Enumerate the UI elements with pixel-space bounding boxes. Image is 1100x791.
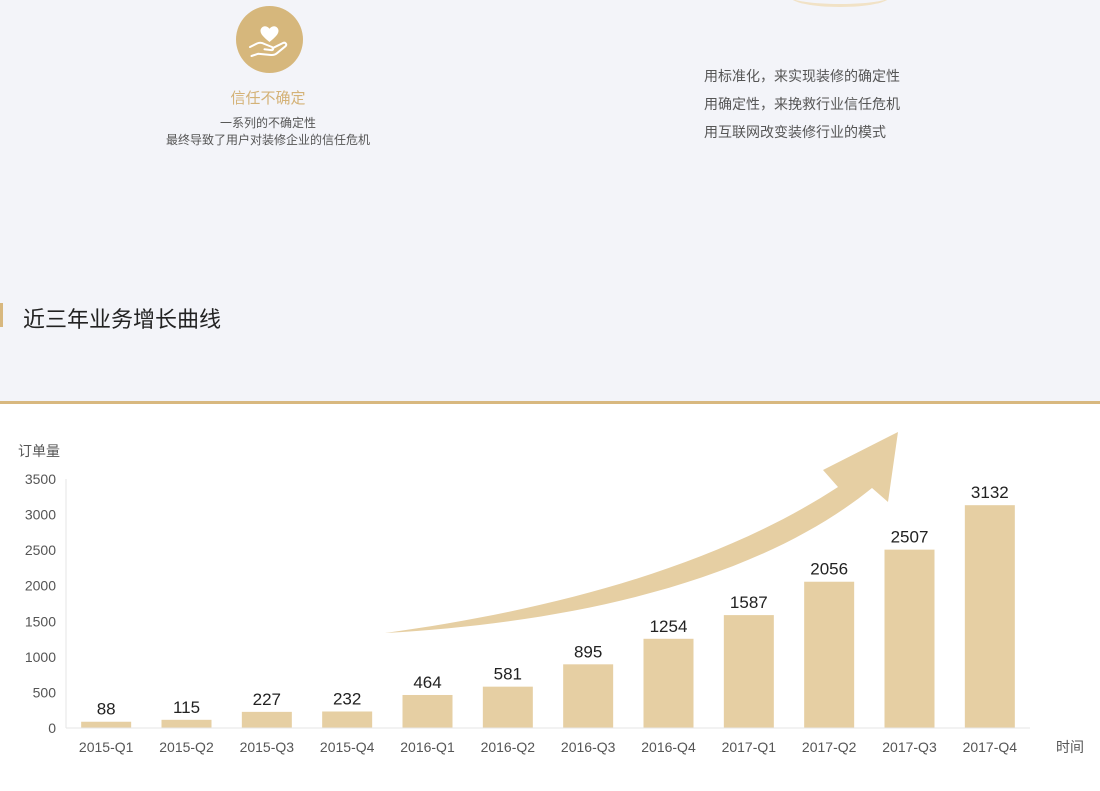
x-tick-label: 2017-Q3 xyxy=(882,739,937,755)
x-tick-label: 2016-Q2 xyxy=(481,739,536,755)
x-tick-label: 2017-Q1 xyxy=(722,739,777,755)
y-axis-label: 订单量 xyxy=(18,444,60,460)
heart-hand-icon xyxy=(236,6,303,73)
mission-line: 用确定性，来挽救行业信任危机 xyxy=(704,97,900,113)
feature-title: 信任不确定 xyxy=(230,89,306,107)
x-tick-label: 2017-Q2 xyxy=(802,739,857,755)
data-label: 3132 xyxy=(971,483,1009,502)
data-label: 227 xyxy=(253,690,281,709)
x-tick-label: 2015-Q1 xyxy=(79,739,134,755)
bar xyxy=(161,719,212,728)
y-tick-label: 3000 xyxy=(25,507,56,523)
y-tick-label: 500 xyxy=(33,684,57,700)
section-title: 近三年业务增长曲线 xyxy=(23,308,222,333)
data-label: 895 xyxy=(574,642,602,661)
data-label: 2507 xyxy=(891,528,929,547)
section-accent-bar xyxy=(0,303,3,327)
data-label: 464 xyxy=(413,673,441,692)
x-tick-label: 2015-Q2 xyxy=(159,739,214,755)
bar xyxy=(402,694,453,728)
bar xyxy=(241,711,292,728)
y-tick-label: 3500 xyxy=(25,471,56,487)
y-tick-label: 0 xyxy=(48,720,56,736)
x-tick-label: 2016-Q4 xyxy=(641,739,696,755)
trend-arrow-icon xyxy=(385,432,898,633)
bar xyxy=(964,505,1015,728)
mission-line: 用互联网改变装修行业的模式 xyxy=(704,125,886,141)
x-tick-label: 2016-Q3 xyxy=(561,739,616,755)
growth-chart-panel: 88 115 227 232 464 581 895 1254 1587 2056 2507 3132… xyxy=(0,401,1100,791)
data-label: 1587 xyxy=(730,593,768,612)
data-label: 1254 xyxy=(650,617,688,636)
data-label: 2056 xyxy=(810,560,848,579)
data-label: 581 xyxy=(494,665,522,684)
growth-bar-chart: 88 115 227 232 464 581 895 1254 1587 2056 2507 3132… xyxy=(18,432,1084,756)
x-tick-label: 2017-Q4 xyxy=(963,739,1018,755)
x-tick-label: 2015-Q4 xyxy=(320,739,375,755)
x-tick-label: 2015-Q3 xyxy=(240,739,295,755)
feature-line: 一系列的不确定性 xyxy=(219,116,316,130)
y-tick-label: 2500 xyxy=(25,542,56,558)
bar xyxy=(884,549,935,728)
data-label: 88 xyxy=(97,700,116,719)
y-tick-label: 1000 xyxy=(25,649,56,665)
bar xyxy=(563,664,614,728)
bar xyxy=(723,615,774,728)
bar xyxy=(804,581,855,728)
bar xyxy=(643,638,694,728)
intro-section: 信任不确定 一系列的不确定性 最终导致了用户对装修企业的信任危机 用标准化，来实… xyxy=(0,0,900,333)
data-label: 115 xyxy=(173,698,200,717)
mission-line: 用标准化，来实现装修的确定性 xyxy=(704,69,900,85)
y-tick-label: 2000 xyxy=(25,578,56,594)
y-tick-label: 1500 xyxy=(25,613,56,629)
x-tick-label: 2016-Q1 xyxy=(400,739,455,755)
x-axis-label: 时间 xyxy=(1056,740,1084,756)
decorative-arc xyxy=(790,0,890,7)
bar xyxy=(81,721,132,728)
feature-line: 最终导致了用户对装修企业的信任危机 xyxy=(165,133,370,147)
bar xyxy=(322,711,373,728)
data-label: 232 xyxy=(333,689,361,708)
bar xyxy=(482,686,533,728)
